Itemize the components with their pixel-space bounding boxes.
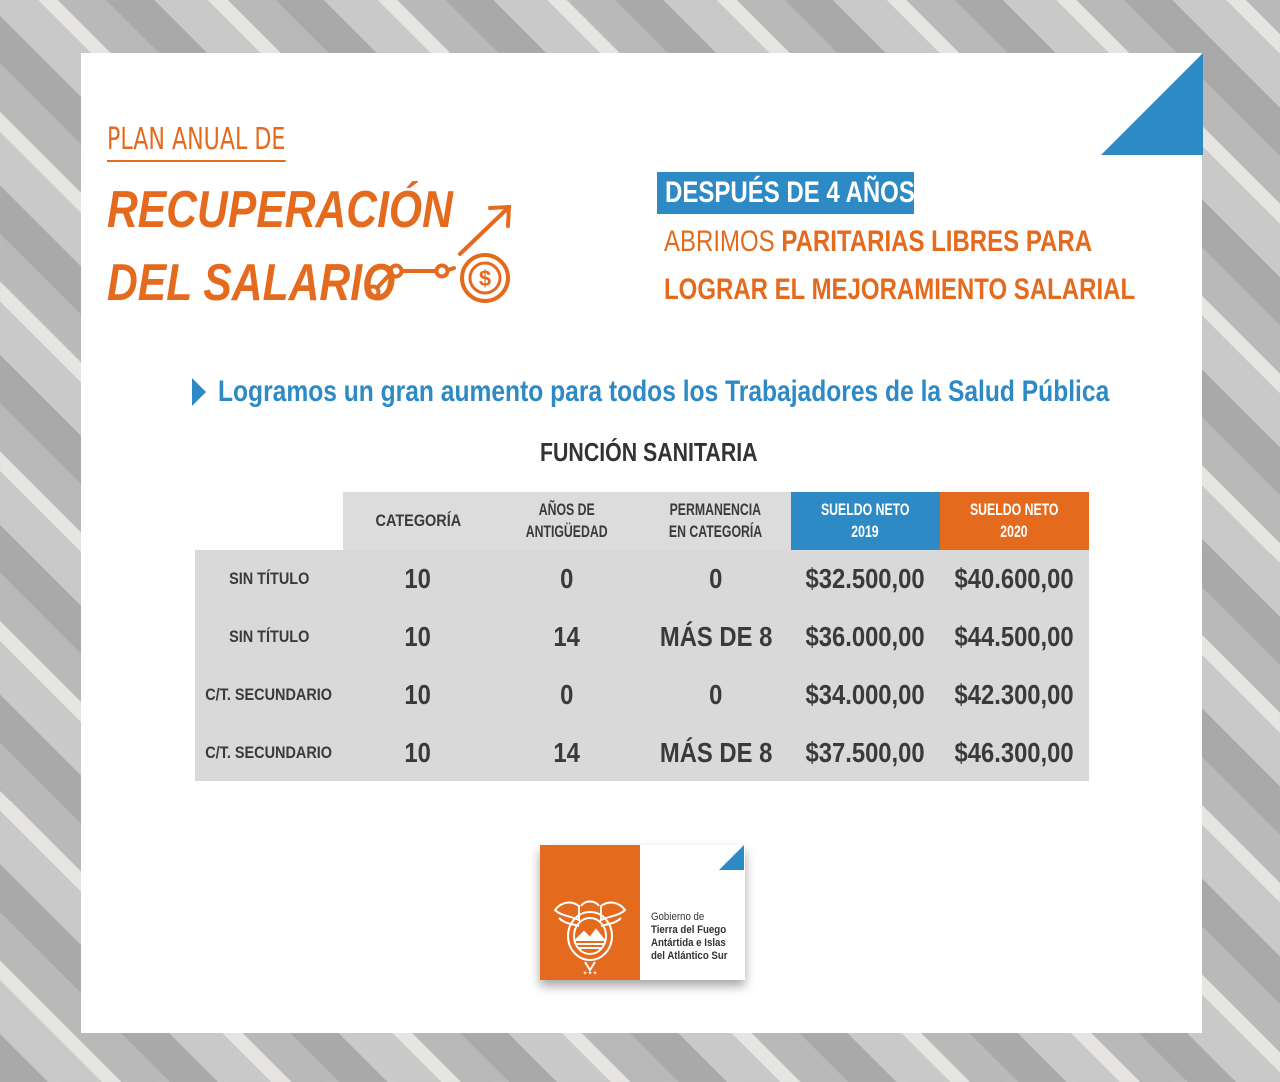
cell-categoria: 10	[404, 563, 432, 594]
message-line1: ABRIMOS PARITARIAS LIBRES PARA	[664, 225, 1093, 258]
header-antiguedad: AÑOS DE ANTIGÜEDAD	[493, 492, 641, 550]
main-title-line1: RECUPERACIÓN	[107, 181, 453, 239]
cell-sueldo-2019: $32.500,00	[805, 563, 926, 594]
cell-sueldo-2020: $46.300,00	[954, 737, 1075, 768]
growth-arrow-icon: $	[365, 204, 512, 303]
cell-permanencia: MÁS DE 8	[659, 737, 773, 768]
logo-corner-fold	[719, 845, 744, 870]
row-label: SIN TÍTULO	[228, 569, 310, 588]
table-row: C/T. SECUNDARIO 10 0 0 $34.000,00 $42.30…	[195, 666, 1089, 724]
svg-text:✦✦✦: ✦✦✦	[582, 970, 597, 976]
cell-categoria: 10	[404, 679, 432, 710]
cell-antiguedad: 0	[560, 679, 574, 710]
cell-sueldo-2019: $37.500,00	[805, 737, 926, 768]
subtitle: Logramos un gran aumento para todos los …	[192, 372, 1280, 412]
dollar-coin-icon: $	[460, 253, 510, 303]
government-name: Gobierno de Tierra del Fuego Antártida e…	[651, 911, 728, 962]
cell-sueldo-2020: $42.300,00	[954, 679, 1075, 710]
table-title: FUNCIÓN SANITARIA	[540, 437, 758, 467]
header-sueldo-2020: SUELDO NETO 2020	[940, 492, 1089, 550]
cell-sueldo-2020: $40.600,00	[954, 563, 1075, 594]
row-label: C/T. SECUNDARIO	[205, 743, 333, 762]
header-sueldo-2019: SUELDO NETO 2019	[791, 492, 940, 550]
cell-antiguedad: 0	[560, 563, 574, 594]
cell-antiguedad: 14	[553, 621, 581, 652]
table-row: C/T. SECUNDARIO 10 14 MÁS DE 8 $37.500,0…	[195, 724, 1089, 782]
highlight-banner: DESPUÉS DE 4 AÑOS	[657, 172, 915, 214]
row-label: SIN TÍTULO	[228, 627, 310, 646]
cell-categoria: 10	[404, 737, 432, 768]
table-row: SIN TÍTULO 10 0 0 $32.500,00 $40.600,00	[195, 550, 1089, 608]
provincial-seal-icon: ✦✦✦	[553, 900, 627, 976]
svg-text:$: $	[479, 266, 491, 291]
cell-permanencia: 0	[709, 563, 723, 594]
play-triangle-icon	[192, 378, 206, 406]
header-categoria: CATEGORÍA	[343, 492, 493, 550]
cell-permanencia: MÁS DE 8	[659, 621, 773, 652]
cell-antiguedad: 14	[553, 737, 581, 768]
cell-sueldo-2020: $44.500,00	[954, 621, 1075, 652]
message-line2: LOGRAR EL MEJORAMIENTO SALARIAL	[664, 273, 1136, 306]
cell-categoria: 10	[404, 621, 432, 652]
cell-permanencia: 0	[709, 679, 723, 710]
row-label: C/T. SECUNDARIO	[205, 685, 333, 704]
plan-anual-label: PLAN ANUAL DE	[107, 122, 286, 162]
corner-fold	[1101, 53, 1203, 155]
table-row: SIN TÍTULO 10 14 MÁS DE 8 $36.000,00 $44…	[195, 608, 1089, 666]
salary-table: SIN TÍTULO 10 0 0 $32.500,00 $40.600,00 …	[195, 550, 1089, 781]
header-permanencia: PERMANENCIA EN CATEGORÍA	[641, 492, 791, 550]
cell-sueldo-2019: $36.000,00	[805, 621, 926, 652]
main-title-line2: DEL SALARIO	[107, 254, 396, 312]
cell-sueldo-2019: $34.000,00	[805, 679, 926, 710]
